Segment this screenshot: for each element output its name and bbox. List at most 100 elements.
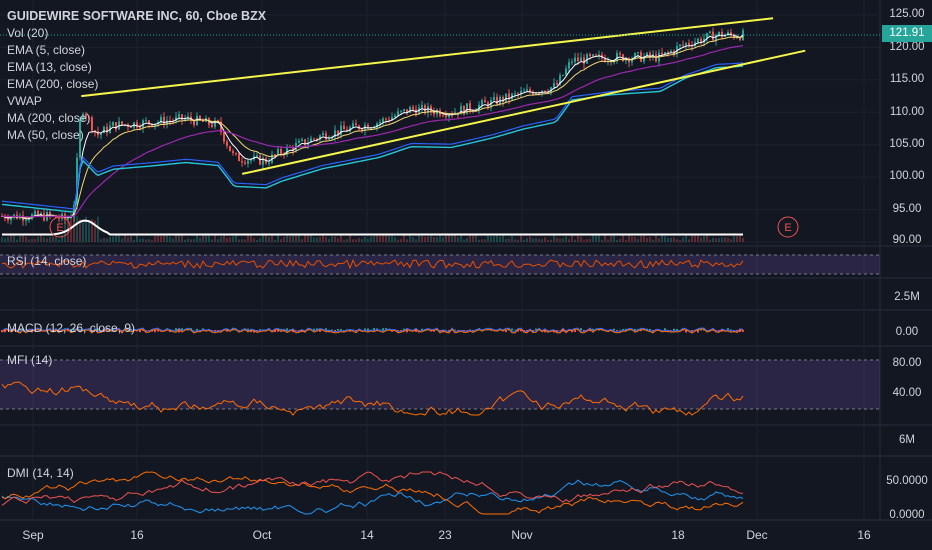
candle-body	[337, 130, 339, 135]
volume-bar	[511, 235, 513, 242]
volume-bar	[652, 239, 654, 242]
candle-body	[571, 61, 573, 63]
candle-body	[325, 133, 327, 140]
rsi-label[interactable]: RSI (14, close)	[7, 254, 87, 268]
volume-bar	[679, 239, 681, 242]
volume-bar	[97, 216, 99, 242]
indicator-ma200[interactable]: MA (200, close)	[7, 111, 91, 125]
candle-body	[388, 119, 390, 121]
volume-bar	[718, 238, 720, 242]
macd-histogram-bar	[712, 330, 714, 331]
candle-body	[193, 120, 195, 126]
volume-bar	[166, 235, 168, 242]
candle-body	[553, 83, 555, 88]
candle-body	[514, 93, 516, 95]
volume-bar	[364, 236, 366, 242]
macd-label[interactable]: MACD (12, 26, close, 9)	[7, 321, 136, 335]
volume-bar	[331, 236, 333, 242]
volume-bar	[409, 235, 411, 242]
candle-body	[430, 106, 432, 112]
volume-bar	[304, 235, 306, 242]
macd-histogram-bar	[214, 330, 216, 332]
candle-body	[406, 109, 408, 113]
volume-bar	[454, 234, 456, 242]
macd-histogram-bar	[286, 328, 288, 331]
volume-bar	[490, 236, 492, 242]
xtick: 18	[671, 528, 685, 542]
macd-histogram-bar	[19, 329, 21, 331]
macd-histogram-bar	[226, 330, 228, 332]
volume-bar	[322, 234, 324, 242]
candle-body	[496, 96, 498, 105]
indicator-ema5[interactable]: EMA (5, close)	[7, 43, 86, 57]
macd-histogram-bar	[193, 329, 195, 331]
volume-bar	[202, 235, 204, 242]
volume-bar	[424, 237, 426, 242]
volume-bar	[199, 237, 201, 242]
candle-body	[640, 52, 642, 62]
macd-histogram-bar	[25, 329, 27, 331]
volume-bar	[310, 234, 312, 242]
symbol-title[interactable]: GUIDEWIRE SOFTWARE INC, 60, Cboe BZX	[7, 9, 267, 23]
macd-histogram-bar	[178, 330, 180, 333]
volume-bar	[82, 221, 84, 242]
volume-bar	[583, 239, 585, 242]
macd-histogram-bar	[487, 329, 489, 331]
main-legend: GUIDEWIRE SOFTWARE INC, 60, Cboe BZX Vol…	[7, 8, 266, 144]
volume-bar	[733, 236, 735, 242]
volume-bar	[76, 216, 78, 242]
macd-histogram-bar	[373, 328, 375, 331]
candle-body	[58, 217, 60, 219]
volume-bar	[637, 238, 639, 242]
indicator-vol[interactable]: Vol (20)	[7, 26, 49, 40]
xtick: Sep	[22, 528, 44, 542]
volume-bar	[121, 238, 123, 242]
dmi-label[interactable]: DMI (14, 14)	[7, 466, 74, 480]
macd-histogram-bar	[55, 330, 57, 332]
candle-body	[202, 119, 204, 122]
volume-bar	[73, 217, 75, 242]
indicator-vwap[interactable]: VWAP	[7, 94, 42, 108]
candle-body	[28, 219, 30, 221]
candle-body	[448, 114, 450, 118]
volume-bar	[379, 236, 381, 242]
volume-bar	[595, 234, 597, 242]
candle-body	[397, 111, 399, 116]
candle-body	[112, 122, 114, 126]
candle-body	[175, 116, 177, 121]
volume-bar	[316, 237, 318, 242]
indicator-ema200[interactable]: EMA (200, close)	[7, 77, 99, 91]
macd-histogram-bar	[517, 330, 519, 332]
candle-body	[421, 105, 423, 108]
ytick: 2.5M	[894, 291, 920, 303]
candle-body	[385, 118, 387, 120]
trendline-upper	[81, 17, 774, 98]
candle-body	[403, 109, 405, 111]
macd-histogram-bar	[148, 330, 150, 331]
volume-bar	[655, 235, 657, 242]
macd-histogram-bar	[70, 328, 72, 331]
volume-bar	[580, 236, 582, 242]
candle-body	[151, 123, 153, 127]
volume-bar	[664, 236, 666, 242]
candle-body	[94, 130, 96, 132]
mfi-label[interactable]: MFI (14)	[7, 353, 53, 367]
indicator-ma50[interactable]: MA (50, close)	[7, 128, 84, 142]
macd-histogram-bar	[619, 329, 621, 331]
candle-body	[544, 90, 546, 92]
candle-body	[529, 89, 531, 92]
macd-histogram-bar	[463, 330, 465, 332]
volume-bar	[85, 216, 87, 242]
volume-bar	[577, 234, 579, 242]
indicator-ema13[interactable]: EMA (13, close)	[7, 60, 92, 74]
volume-bar	[715, 238, 717, 242]
candle-body	[592, 54, 594, 56]
candle-body	[517, 93, 519, 95]
macd-histogram-bar	[466, 330, 468, 331]
volume-bar	[124, 234, 126, 242]
candle-body	[361, 129, 363, 131]
volume-bar	[670, 237, 672, 242]
xtick: 16	[130, 528, 144, 542]
volume-bar	[169, 236, 171, 242]
